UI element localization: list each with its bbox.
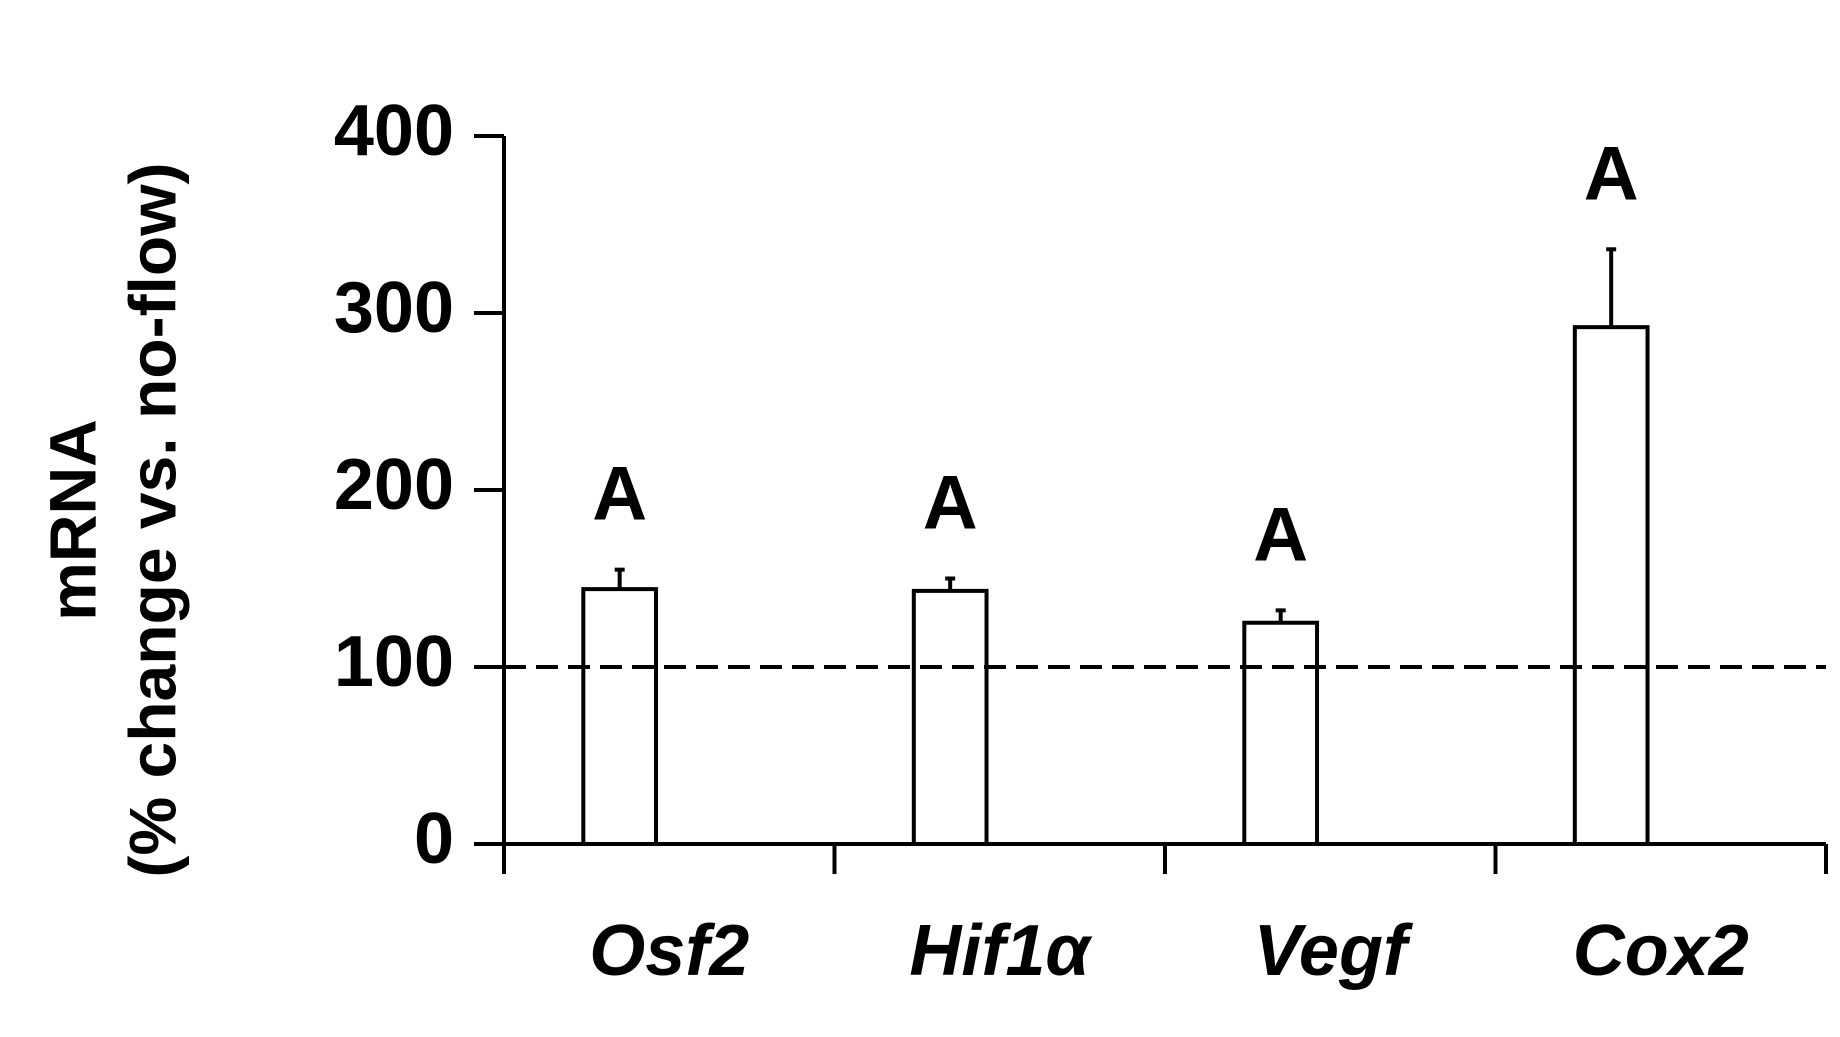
bar: [1242, 620, 1320, 846]
x-tick-label: Hif1α: [909, 911, 1093, 991]
x-tick-label: Vegf: [1254, 911, 1413, 991]
annotation: A: [1253, 492, 1308, 577]
x-tick-label: Cox2: [1573, 911, 1749, 991]
annotation: A: [592, 452, 647, 537]
y-tick-label: 0: [414, 799, 454, 879]
bar: [1572, 325, 1650, 847]
y-tick-label: 100: [334, 622, 454, 702]
y-title-line: (% change vs. no-flow): [115, 162, 189, 877]
bar: [581, 587, 659, 846]
bar: [911, 588, 989, 847]
y-tick-label: 300: [334, 268, 454, 348]
y-axis-title: mRNA (% change vs. no-flow): [35, 162, 189, 877]
y-title-line: mRNA: [35, 419, 109, 621]
annotation: A: [1584, 131, 1639, 216]
x-tick-label: Osf2: [589, 911, 749, 991]
y-tick-label: 400: [334, 91, 454, 171]
annotation: A: [923, 461, 978, 546]
y-tick-label: 200: [334, 445, 454, 525]
